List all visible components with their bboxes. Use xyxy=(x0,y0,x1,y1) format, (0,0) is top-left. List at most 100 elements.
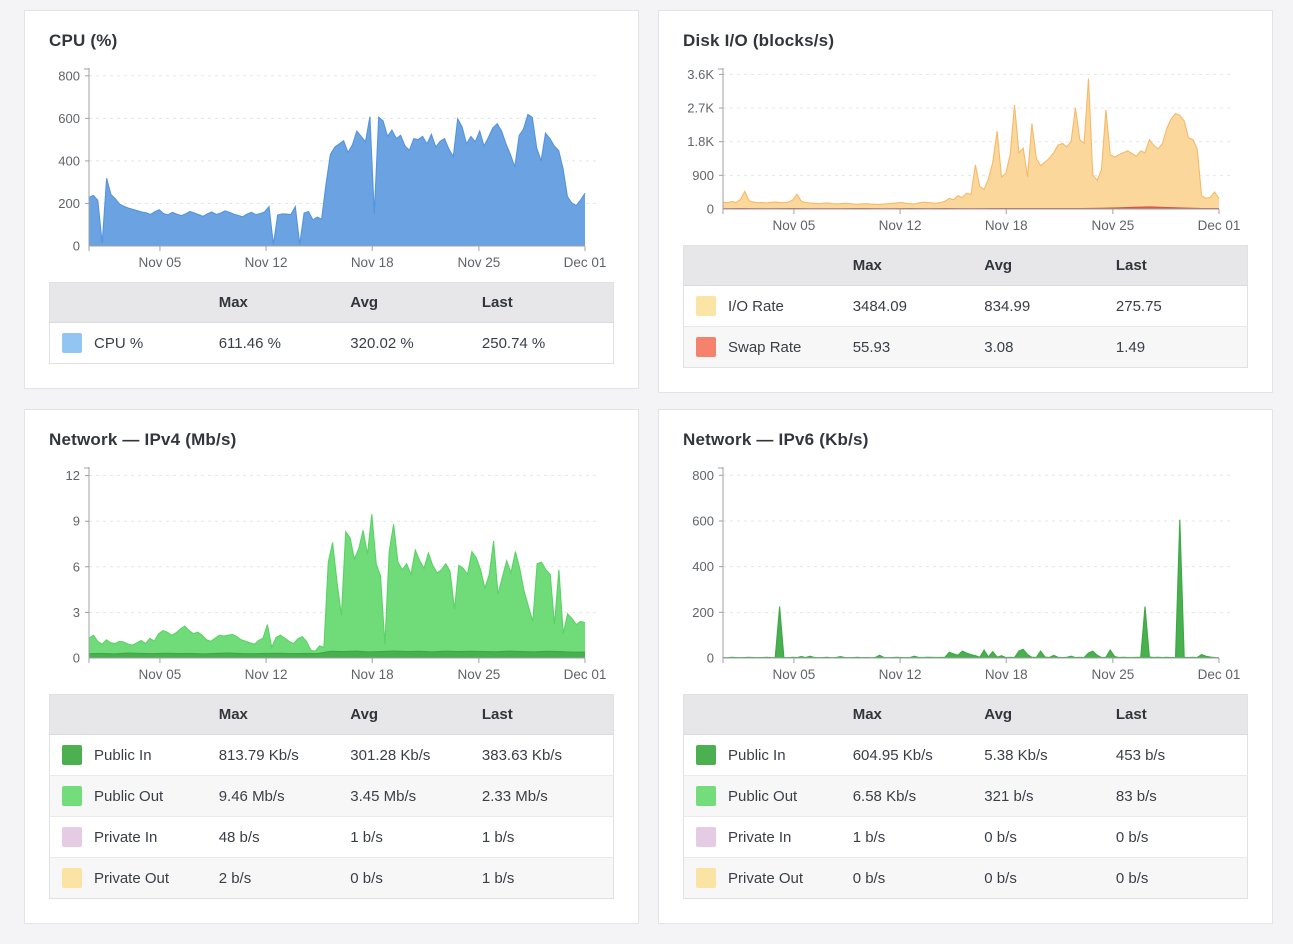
stats-table: Max Avg Last Public In 813.79 Kb/s 301.28 Kb/… xyxy=(49,694,614,899)
stat-value: 83 b/s xyxy=(1115,787,1157,805)
disk-io-legend-table: Max Avg Last I/O Rate 3484.09 834.99 275.75 Swa… xyxy=(683,245,1248,368)
stat-value: 813.79 Kb/s xyxy=(218,746,299,764)
stats-column-header xyxy=(49,694,219,735)
stat-value: 5.38 Kb/s xyxy=(984,746,1048,764)
network-ipv6-legend-table: Max Avg Last Public In 604.95 Kb/s 5.38 Kb/s 4… xyxy=(683,694,1248,899)
stat-value: 0 b/s xyxy=(350,869,383,887)
svg-text:9: 9 xyxy=(73,514,80,529)
table-row: Private In 1 b/s 0 b/s 0 b/s xyxy=(683,816,1248,858)
stat-value: 3484.09 xyxy=(852,297,907,315)
legend-swatch xyxy=(696,296,716,316)
stats-column-header: Max xyxy=(218,694,351,735)
svg-text:900: 900 xyxy=(692,168,714,183)
series-label: Private In xyxy=(728,828,792,846)
legend-swatch xyxy=(696,745,716,765)
svg-text:Nov 12: Nov 12 xyxy=(245,667,288,682)
table-row: Private In 48 b/s 1 b/s 1 b/s xyxy=(49,816,614,858)
stat-value: 1 b/s xyxy=(481,869,515,887)
table-row: Private Out 2 b/s 0 b/s 1 b/s xyxy=(49,857,614,899)
svg-text:Nov 18: Nov 18 xyxy=(985,667,1028,682)
disk-io-panel-title: Disk I/O (blocks/s) xyxy=(683,31,835,50)
svg-text:6: 6 xyxy=(73,559,80,574)
stats-column-header: Avg xyxy=(984,245,1116,286)
network-ipv6-panel: Network — IPv6 (Kb/s) 0 200 400 600 800 Nov 0… xyxy=(658,409,1273,924)
svg-text:Nov 18: Nov 18 xyxy=(351,255,394,270)
disk-io-panel: Disk I/O (blocks/s) 0 900 1.8K 2.7K 3.6K Nov … xyxy=(658,10,1273,393)
table-row: Public Out 6.58 Kb/s 321 b/s 83 b/s xyxy=(683,775,1248,817)
stat-value: 3.45 Mb/s xyxy=(350,787,417,805)
stat-value: 2 b/s xyxy=(218,869,252,887)
stat-value: 2.33 Mb/s xyxy=(481,787,548,805)
stat-value: 55.93 xyxy=(852,338,891,356)
svg-text:0: 0 xyxy=(707,651,714,666)
stats-column-header: Avg xyxy=(350,694,482,735)
svg-text:200: 200 xyxy=(58,196,80,211)
stat-value: 1 b/s xyxy=(852,828,886,846)
svg-text:0: 0 xyxy=(707,202,714,217)
stat-value: 0 b/s xyxy=(1115,828,1149,846)
svg-text:600: 600 xyxy=(58,111,80,126)
stat-value: 301.28 Kb/s xyxy=(350,746,431,764)
table-row: Swap Rate 55.93 3.08 1.49 xyxy=(683,326,1248,368)
stats-column-header: Max xyxy=(852,245,985,286)
table-row: CPU % 611.46 % 320.02 % 250.74 % xyxy=(50,323,614,364)
stat-value: 0 b/s xyxy=(852,869,886,887)
svg-text:Dec 01: Dec 01 xyxy=(1198,667,1241,682)
stats-table: Max Avg Last CPU % 611.46 % 320.02 % 250.74 % xyxy=(49,282,614,364)
series-label: I/O Rate xyxy=(728,297,784,315)
series-label: Public In xyxy=(728,746,786,764)
chart-svg: 0 900 1.8K 2.7K 3.6K Nov 05 Nov 12 Nov 18 Nov 25… xyxy=(687,67,1240,233)
network-ipv4-chart: 0 3 6 9 12 Nov 05 Nov 12 Nov 18 Nov 25 Dec 01 xyxy=(49,462,614,684)
legend-swatch xyxy=(62,827,82,847)
svg-text:Nov 12: Nov 12 xyxy=(879,218,922,233)
stat-value: 321 b/s xyxy=(984,787,1034,805)
series-label: Swap Rate xyxy=(728,338,802,356)
svg-text:400: 400 xyxy=(58,153,80,168)
cpu-panel-title: CPU (%) xyxy=(49,31,118,50)
stats-column-header: Last xyxy=(1115,694,1248,735)
stat-value: 48 b/s xyxy=(218,828,260,846)
table-row: I/O Rate 3484.09 834.99 275.75 xyxy=(684,286,1248,327)
svg-text:2.7K: 2.7K xyxy=(687,101,714,116)
svg-text:Dec 01: Dec 01 xyxy=(564,255,607,270)
series-label: CPU % xyxy=(94,334,144,352)
svg-text:Nov 18: Nov 18 xyxy=(351,667,394,682)
stat-value: 275.75 xyxy=(1115,297,1162,315)
series-label: Private Out xyxy=(94,869,170,887)
network-ipv6-chart: 0 200 400 600 800 Nov 05 Nov 12 Nov 18 Nov 25 Dec… xyxy=(683,462,1248,684)
legend-swatch xyxy=(696,868,716,888)
chart-svg: 0 200 400 600 800 Nov 05 Nov 12 Nov 18 Nov 25 Dec… xyxy=(692,467,1241,682)
svg-text:Dec 01: Dec 01 xyxy=(564,667,607,682)
legend-swatch xyxy=(696,827,716,847)
series-label: Private In xyxy=(94,828,158,846)
network-ipv4-panel: Network — IPv4 (Mb/s) 0 3 6 9 12 Nov 05 Nov 12… xyxy=(24,409,639,924)
stats-column-header: Avg xyxy=(984,694,1116,735)
chart-svg: 0 200 400 600 800 Nov 05 Nov 12 Nov 18 Nov 25 Dec… xyxy=(58,68,607,270)
legend-swatch xyxy=(62,745,82,765)
series-label: Public Out xyxy=(94,787,164,805)
svg-text:0: 0 xyxy=(73,651,80,666)
stats-column-header: Avg xyxy=(350,282,482,323)
table-row: Public In 813.79 Kb/s 301.28 Kb/s 383.63 Kb… xyxy=(50,735,614,776)
stat-value: 0 b/s xyxy=(1115,869,1149,887)
stats-column-header xyxy=(683,694,853,735)
svg-text:400: 400 xyxy=(692,559,714,574)
svg-text:Nov 25: Nov 25 xyxy=(457,667,500,682)
svg-text:Nov 12: Nov 12 xyxy=(245,255,288,270)
stat-value: 6.58 Kb/s xyxy=(852,787,917,805)
svg-text:Nov 25: Nov 25 xyxy=(1091,667,1134,682)
stats-column-header: Last xyxy=(481,694,614,735)
table-row: Public Out 9.46 Mb/s 3.45 Mb/s 2.33 Mb/s xyxy=(49,775,614,817)
svg-text:Nov 18: Nov 18 xyxy=(985,218,1028,233)
svg-text:Nov 12: Nov 12 xyxy=(879,667,922,682)
legend-swatch xyxy=(62,868,82,888)
stats-column-header xyxy=(683,245,853,286)
chart-svg: 0 3 6 9 12 Nov 05 Nov 12 Nov 18 Nov 25 Dec 01 xyxy=(66,467,607,682)
stat-value: 834.99 xyxy=(984,297,1031,315)
stat-value: 250.74 % xyxy=(481,334,546,352)
stat-value: 453 b/s xyxy=(1115,746,1166,764)
stat-value: 383.63 Kb/s xyxy=(481,746,562,764)
svg-text:800: 800 xyxy=(692,468,714,483)
legend-swatch xyxy=(62,786,82,806)
stat-value: 604.95 Kb/s xyxy=(852,746,933,764)
